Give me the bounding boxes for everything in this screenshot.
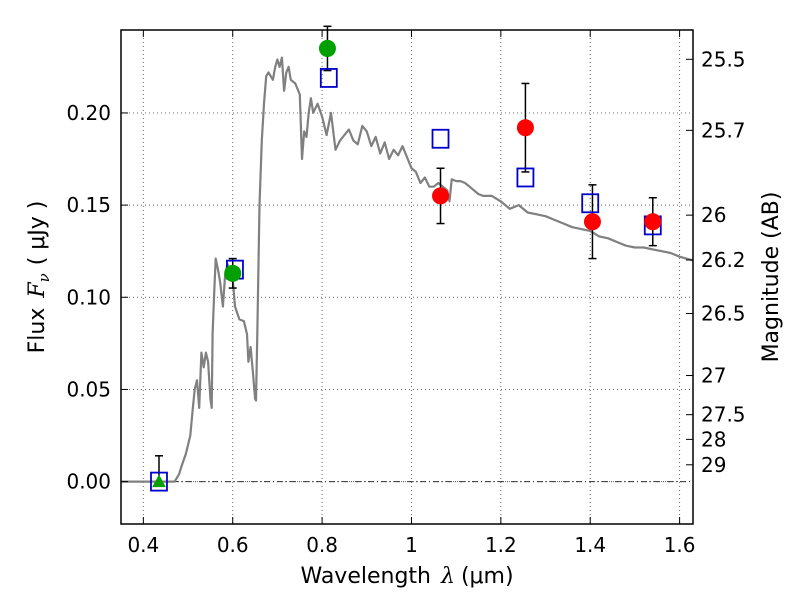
y-tick-label: 0.05 xyxy=(66,377,111,401)
y-tick-label: 0.10 xyxy=(66,285,111,309)
mag-tick-label: 27 xyxy=(701,364,726,388)
x-axis-label: Wavelength λ (μm) xyxy=(300,564,513,589)
x-tick-label: 1 xyxy=(405,533,418,557)
x-tick-label: 0.4 xyxy=(127,533,159,557)
mag-tick-label: 26.5 xyxy=(701,301,746,325)
x-tick-label: 1.4 xyxy=(574,533,606,557)
y-tick-label: 0.15 xyxy=(66,193,111,217)
y-axis-label: Flux Fν ( μJy ) xyxy=(25,201,53,354)
red-data-point xyxy=(432,187,450,205)
plot-frame xyxy=(120,29,694,525)
x-axis-symbol: λ xyxy=(440,564,455,589)
model-photometry-square xyxy=(431,128,450,149)
model-spectrum-line xyxy=(121,56,694,483)
x-axis-label-text: Wavelength xyxy=(300,564,431,589)
y-axis-subscript: ν xyxy=(35,273,53,282)
mag-tick-label: 25.5 xyxy=(701,47,746,71)
marker-layer xyxy=(150,39,662,492)
model-photometry-square xyxy=(319,68,338,88)
tick-label-layer: 0.4 0.6 0.8 1 1.2 1.4 1.6 0.00 0.05 0.10 0.15 0.20 2… xyxy=(66,47,745,557)
x-tick-label: 1.6 xyxy=(664,533,696,557)
x-tick-label: 1.2 xyxy=(485,533,517,557)
model-photometry-square xyxy=(516,167,535,188)
mag-tick-label: 29 xyxy=(701,453,726,477)
errorbar-layer xyxy=(154,25,657,482)
y-axis-symbol: F xyxy=(25,282,50,299)
red-data-point xyxy=(583,213,601,231)
green-data-point xyxy=(318,39,336,57)
mag-tick-label: 26.2 xyxy=(701,248,746,272)
red-data-point xyxy=(644,213,662,231)
green-data-point xyxy=(224,264,242,282)
y2-axis-label: Magnitude (AB) xyxy=(759,192,784,363)
grid-layer xyxy=(121,30,693,524)
mag-tick-label: 28 xyxy=(701,427,726,451)
x-tick-label: 0.6 xyxy=(217,533,249,557)
model-photometry-square xyxy=(581,193,600,214)
y-tick-label: 0.00 xyxy=(66,470,111,494)
mag-tick-label: 27.5 xyxy=(701,403,746,427)
y-axis-label-text: Flux xyxy=(25,308,50,354)
upper-limit-triangle xyxy=(152,474,166,488)
mag-tick-label: 25.7 xyxy=(701,118,746,142)
red-data-point xyxy=(516,119,534,137)
model-layer xyxy=(121,56,694,483)
x-axis-unit: (μm) xyxy=(461,564,514,589)
y-axis-unit: ( μJy ) xyxy=(25,201,50,266)
x-tick-label: 0.8 xyxy=(306,533,338,557)
y-tick-label: 0.20 xyxy=(66,101,111,125)
mag-tick-label: 26 xyxy=(701,203,726,227)
ticks-layer xyxy=(121,30,693,524)
model-photometry-square xyxy=(150,471,168,492)
